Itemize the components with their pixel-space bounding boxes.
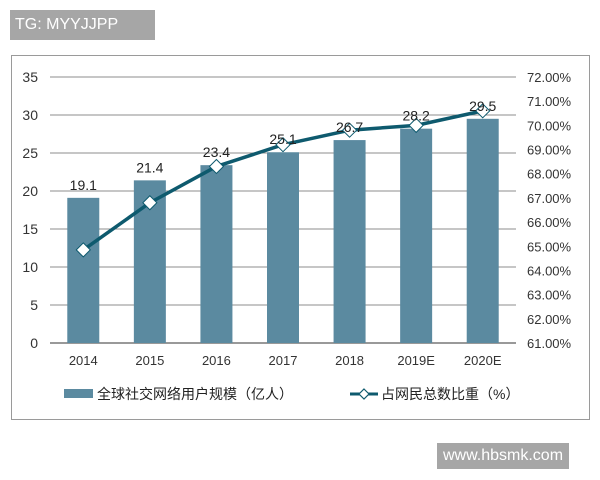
left-tick-label: 15 <box>22 221 38 237</box>
bar <box>400 128 433 343</box>
bar-series <box>67 118 499 343</box>
right-tick-label: 68.00% <box>527 167 572 182</box>
right-tick-label: 61.00% <box>527 336 572 351</box>
category-label: 2014 <box>69 353 98 368</box>
left-tick-label: 30 <box>22 107 38 123</box>
category-label: 2019E <box>397 353 435 368</box>
watermark-bottom: www.hbsmk.com <box>437 443 570 469</box>
diamond-marker-icon <box>475 103 491 119</box>
left-tick-label: 35 <box>22 69 38 85</box>
right-tick-label: 65.00% <box>527 239 572 254</box>
left-tick-label: 25 <box>22 145 38 161</box>
legend: 全球社交网络用户规模（亿人） 占网民总数比重（%） <box>64 386 519 402</box>
diamond-marker-icon <box>341 122 358 138</box>
diamond-marker-icon <box>408 117 424 134</box>
diamond-marker-icon <box>75 242 91 258</box>
bar <box>466 118 499 343</box>
gridlines <box>50 76 516 344</box>
right-tick-label: 72.00% <box>527 70 572 85</box>
category-label: 2017 <box>269 353 298 368</box>
right-tick-label: 67.00% <box>527 191 572 206</box>
bar-value-label: 26.7 <box>336 119 363 135</box>
right-tick-label: 63.00% <box>527 288 572 303</box>
bar-value-label: 29.5 <box>469 98 496 114</box>
diamond-marker-icon <box>142 195 158 211</box>
right-tick-label: 66.00% <box>527 215 572 230</box>
bar <box>200 165 233 343</box>
right-axis: 61.00% 62.00% 63.00% 64.00% 65.00% 66.00% 67.0… <box>527 70 572 351</box>
bar <box>267 152 299 343</box>
left-tick-label: 10 <box>22 259 38 275</box>
watermark-top: TG: MYYJJPP <box>10 10 155 40</box>
right-tick-label: 70.00% <box>527 118 572 133</box>
category-label: 2016 <box>202 353 231 368</box>
bar-value-label: 19.1 <box>70 177 97 193</box>
left-tick-label: 0 <box>30 335 38 351</box>
bar-value-label: 21.4 <box>136 159 163 175</box>
legend-line-label: 占网民总数比重（%） <box>381 386 519 402</box>
left-axis: 0 5 10 15 20 25 30 35 <box>22 69 38 351</box>
right-tick-label: 69.00% <box>527 143 572 158</box>
right-tick-label: 71.00% <box>527 94 572 109</box>
bar <box>67 197 100 343</box>
diamond-marker-icon <box>275 137 291 153</box>
bar-value-label: 28.2 <box>403 108 430 124</box>
category-label: 2015 <box>135 353 164 368</box>
right-tick-label: 64.00% <box>527 263 572 278</box>
legend-bar-swatch-icon <box>64 389 93 398</box>
chart-frame <box>11 55 590 420</box>
left-tick-label: 20 <box>22 183 38 199</box>
line-series <box>75 103 491 258</box>
bar-value-label: 25.1 <box>269 131 296 147</box>
bar-value-label: 23.4 <box>203 144 230 160</box>
diamond-marker-icon <box>208 158 225 175</box>
category-label: 2018 <box>335 353 364 368</box>
x-axis: 2014 2015 2016 2017 2018 2019E 2020E <box>69 353 502 368</box>
right-tick-label: 62.00% <box>527 312 572 327</box>
legend-bar-label: 全球社交网络用户规模（亿人） <box>97 386 293 402</box>
category-label: 2020E <box>464 353 502 368</box>
bar <box>333 140 366 343</box>
left-tick-label: 5 <box>30 297 38 313</box>
legend-diamond-marker-icon <box>358 388 370 400</box>
data-labels: 19.1 21.4 23.4 25.1 26.7 28.2 29.5 <box>70 98 497 193</box>
